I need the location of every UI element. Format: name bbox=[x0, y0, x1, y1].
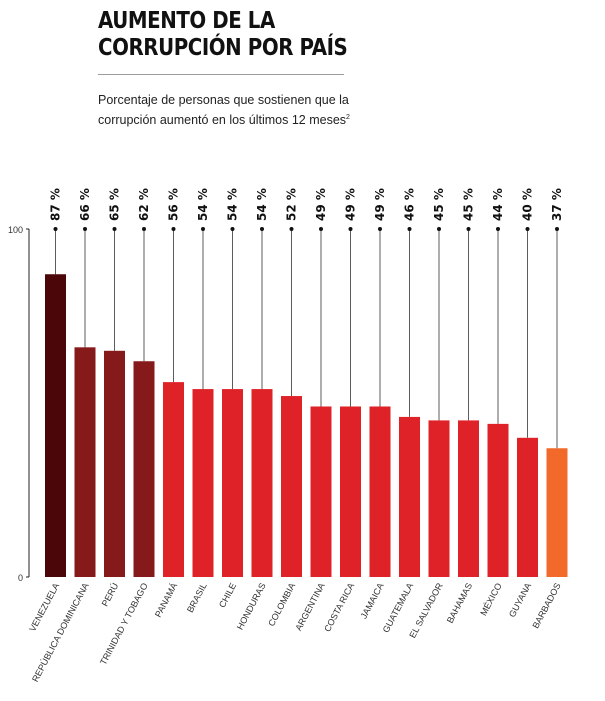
value-dot bbox=[53, 227, 58, 231]
subtitle-line-1: Porcentaje de personas que sostienen que… bbox=[98, 93, 349, 107]
x-tick-label: GUATEMALA bbox=[381, 581, 416, 634]
x-tick-label: GUYANA bbox=[507, 581, 533, 619]
title-divider bbox=[98, 74, 344, 75]
x-tick-label: PERÚ bbox=[100, 581, 121, 608]
data-label: 56 % bbox=[167, 188, 181, 221]
bar bbox=[458, 420, 479, 577]
data-label: 87 % bbox=[49, 188, 63, 221]
bar bbox=[428, 420, 450, 577]
x-tick-label: CHILE bbox=[217, 581, 238, 609]
subtitle-line-2: corrupción aumentó en los últimos 12 mes… bbox=[98, 113, 350, 128]
chart-subtitle: Porcentaje de personas que sostienen que… bbox=[98, 92, 398, 129]
data-label: 44 % bbox=[491, 188, 505, 221]
data-label: 54 % bbox=[226, 188, 240, 221]
x-tick-label: BRASIL bbox=[185, 581, 209, 614]
x-tick-label: HONDURAS bbox=[235, 581, 268, 631]
bar bbox=[251, 389, 273, 577]
data-label: 37 % bbox=[550, 188, 564, 221]
value-dot bbox=[407, 227, 412, 231]
value-dot bbox=[83, 227, 87, 231]
chart-title: AUMENTO DE LA CORRUPCIÓN POR PAÍS bbox=[98, 8, 348, 62]
data-label: 40 % bbox=[521, 188, 535, 221]
value-dot bbox=[260, 227, 264, 231]
data-label: 54 % bbox=[196, 188, 210, 221]
bar bbox=[281, 396, 302, 577]
footnote-marker: 2 bbox=[346, 114, 350, 121]
value-dot bbox=[201, 227, 205, 231]
x-tick-label: PANAMÁ bbox=[153, 581, 179, 619]
bar bbox=[133, 361, 155, 577]
bar bbox=[104, 350, 125, 577]
data-label: 46 % bbox=[403, 188, 417, 221]
value-dot bbox=[142, 227, 146, 231]
bar bbox=[487, 423, 509, 577]
x-tick-label: COSTA RICA bbox=[322, 581, 356, 633]
bar bbox=[546, 448, 568, 577]
y-tick-label: 0 bbox=[18, 573, 23, 583]
data-label: 52 % bbox=[285, 188, 299, 221]
data-label: 49 % bbox=[314, 188, 328, 221]
data-label: 54 % bbox=[255, 188, 269, 221]
bar bbox=[369, 406, 391, 577]
x-tick-label: ARGENTINA bbox=[293, 581, 326, 632]
data-label: 45 % bbox=[462, 188, 476, 221]
x-tick-label: MÉXICO bbox=[478, 581, 504, 617]
x-tick-label: VENEZUELA bbox=[27, 581, 61, 633]
value-dot bbox=[319, 227, 323, 231]
bar bbox=[192, 389, 214, 577]
bar bbox=[222, 389, 243, 577]
data-label: 65 % bbox=[108, 188, 122, 221]
data-label: 49 % bbox=[344, 188, 358, 221]
title-line-1: AUMENTO DE LA bbox=[98, 8, 275, 34]
value-dot bbox=[555, 227, 559, 231]
value-dot bbox=[525, 227, 530, 231]
bar bbox=[74, 347, 96, 577]
x-tick-label: REPÚBLICA DOMINICANA bbox=[30, 581, 91, 683]
value-dot bbox=[348, 227, 353, 231]
data-label: 49 % bbox=[373, 188, 387, 221]
data-label: 45 % bbox=[432, 188, 446, 221]
value-dot bbox=[230, 227, 235, 231]
bar bbox=[310, 406, 332, 577]
value-dot bbox=[496, 227, 500, 231]
value-dot bbox=[289, 227, 294, 231]
y-tick-label: 100 bbox=[8, 225, 23, 235]
bar bbox=[517, 437, 538, 577]
data-label: 66 % bbox=[78, 188, 92, 221]
x-tick-label: COLOMBIA bbox=[266, 581, 297, 628]
value-dot bbox=[466, 227, 471, 231]
x-tick-label: BAHAMAS bbox=[445, 581, 474, 625]
bar bbox=[340, 406, 361, 577]
value-dot bbox=[112, 227, 117, 231]
value-dot bbox=[378, 227, 382, 231]
bar bbox=[163, 382, 184, 577]
bar bbox=[399, 416, 420, 577]
title-line-2: CORRUPCIÓN POR PAÍS bbox=[98, 35, 348, 61]
bar bbox=[45, 274, 66, 577]
data-label: 62 % bbox=[137, 188, 151, 221]
x-tick-label: JAMAICA bbox=[359, 581, 386, 620]
value-dot bbox=[171, 227, 176, 231]
x-tick-label: BARBADOS bbox=[530, 581, 562, 630]
value-dot bbox=[437, 227, 441, 231]
